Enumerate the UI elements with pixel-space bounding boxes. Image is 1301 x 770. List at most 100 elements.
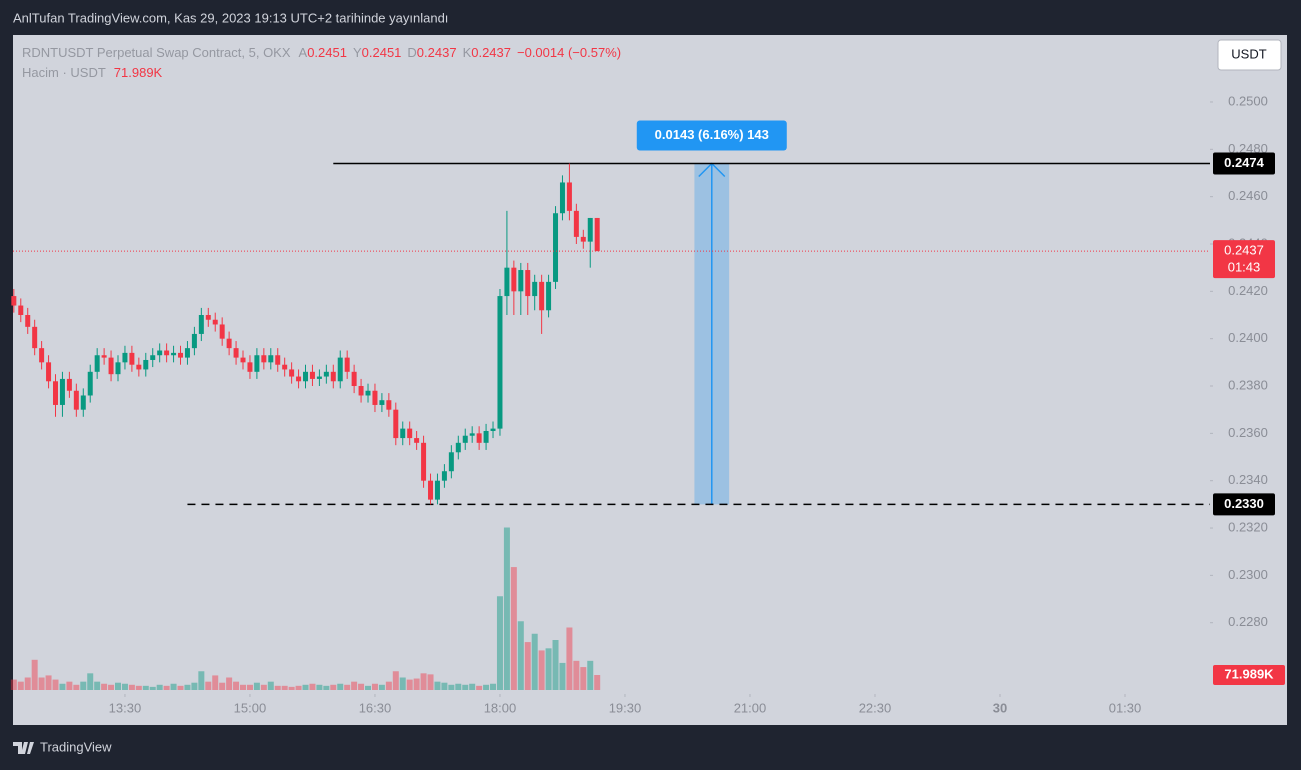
candle-body (101, 355, 107, 358)
volume-bar (31, 659, 38, 690)
volume-bar (45, 675, 52, 690)
ohlc-value: 0.2451 (307, 45, 347, 60)
volume-bar (149, 686, 156, 690)
candle-body (434, 480, 440, 500)
volume-bar (552, 640, 559, 690)
candle-body (559, 182, 565, 214)
volume-bar (483, 684, 490, 690)
candle-body (504, 267, 510, 297)
volume-bar (420, 673, 427, 690)
volume-bar (205, 681, 212, 690)
volume-bar (399, 677, 406, 690)
level-label: 0.2474 (1224, 155, 1265, 170)
candle-body (483, 430, 489, 443)
candle-body (261, 355, 267, 363)
candle-body (469, 433, 475, 436)
candle-body (268, 355, 274, 363)
volume-bar (302, 684, 309, 690)
candle-body (39, 348, 45, 363)
candle-body (490, 428, 496, 431)
candle-body (157, 350, 163, 356)
volume-bar (94, 681, 101, 690)
candle-body (587, 217, 593, 242)
volume-bar (392, 671, 399, 690)
x-tick-label: 15:00 (234, 700, 267, 715)
x-tick-label: 21:00 (734, 700, 767, 715)
volume-bar (87, 673, 94, 690)
candle-body (386, 400, 392, 410)
volume-bar (253, 682, 260, 690)
volume-bar (128, 684, 135, 690)
ohlc-letter: A (299, 45, 308, 60)
candle-body (337, 357, 343, 382)
volume-bar (524, 642, 531, 690)
last-price-box (1213, 240, 1275, 279)
candle-body (59, 378, 65, 405)
candle-body (414, 438, 420, 443)
candle-body (18, 305, 24, 316)
candle-body (573, 210, 579, 237)
level-label-box (1213, 152, 1275, 175)
ohlc-value: 0.2437 (417, 45, 457, 60)
volume-bar (427, 674, 434, 690)
volume-bar (177, 685, 184, 690)
volume-label-box (1213, 665, 1285, 686)
candle-body (553, 213, 559, 282)
volume-bar (566, 627, 573, 690)
button-box[interactable] (1217, 39, 1282, 71)
candle-body (566, 182, 572, 211)
candle-body (115, 362, 121, 375)
volume-bar (191, 682, 198, 690)
y-tick-label: 0.2280 (1228, 614, 1268, 629)
volume-bar (163, 685, 170, 690)
volume-bar (510, 567, 517, 690)
volume-label: 71.989K (1224, 666, 1274, 681)
y-tick-label: 0.2360 (1228, 425, 1268, 440)
volume-bar (455, 683, 462, 690)
volume-bar (24, 677, 31, 690)
currency-button[interactable]: USDT (1217, 39, 1282, 71)
volume-bar (538, 650, 545, 690)
candle-body (66, 378, 72, 391)
volume-bar (260, 684, 267, 690)
ohlc-letter: D (407, 45, 416, 60)
candle-body (143, 359, 149, 370)
volume-name: Hacim · USDT (22, 65, 106, 80)
volume-bar (580, 667, 587, 690)
candle-body (316, 376, 322, 379)
candle-body (32, 326, 38, 349)
candle-body (365, 390, 371, 396)
volume-bar (434, 681, 441, 690)
button-label[interactable]: USDT (1231, 46, 1266, 61)
volume-legend: Hacim · USDT 71.989K (22, 65, 163, 80)
candle-body (497, 296, 503, 429)
candle-body (309, 371, 315, 379)
volume-bar (101, 683, 108, 690)
volume-bar (531, 633, 538, 690)
volume-bar (219, 682, 226, 690)
volume-bar (448, 684, 455, 690)
candle-body (233, 348, 239, 358)
x-tick-label: 22:30 (859, 700, 892, 715)
candle-body (150, 355, 156, 360)
candle-body (428, 480, 434, 500)
volume-bar (358, 683, 365, 690)
volume-bar (594, 675, 601, 690)
x-tick-label: 19:30 (609, 700, 642, 715)
candle-body (296, 376, 302, 382)
volume-bar (573, 660, 580, 690)
candle-body (462, 435, 468, 443)
volume-bar (246, 684, 253, 690)
volume-bar (462, 684, 469, 690)
volume-bar (517, 621, 524, 690)
volume-bar (274, 685, 281, 690)
candle-body (539, 281, 545, 311)
legend-title: RDNTUSDT Perpetual Swap Contract, 5, OKX (22, 45, 291, 60)
countdown-label: 01:43 (1228, 260, 1261, 275)
candle-body (247, 362, 253, 372)
volume-bar (587, 660, 594, 690)
volume-bar (240, 684, 247, 690)
candle-body (212, 319, 218, 325)
